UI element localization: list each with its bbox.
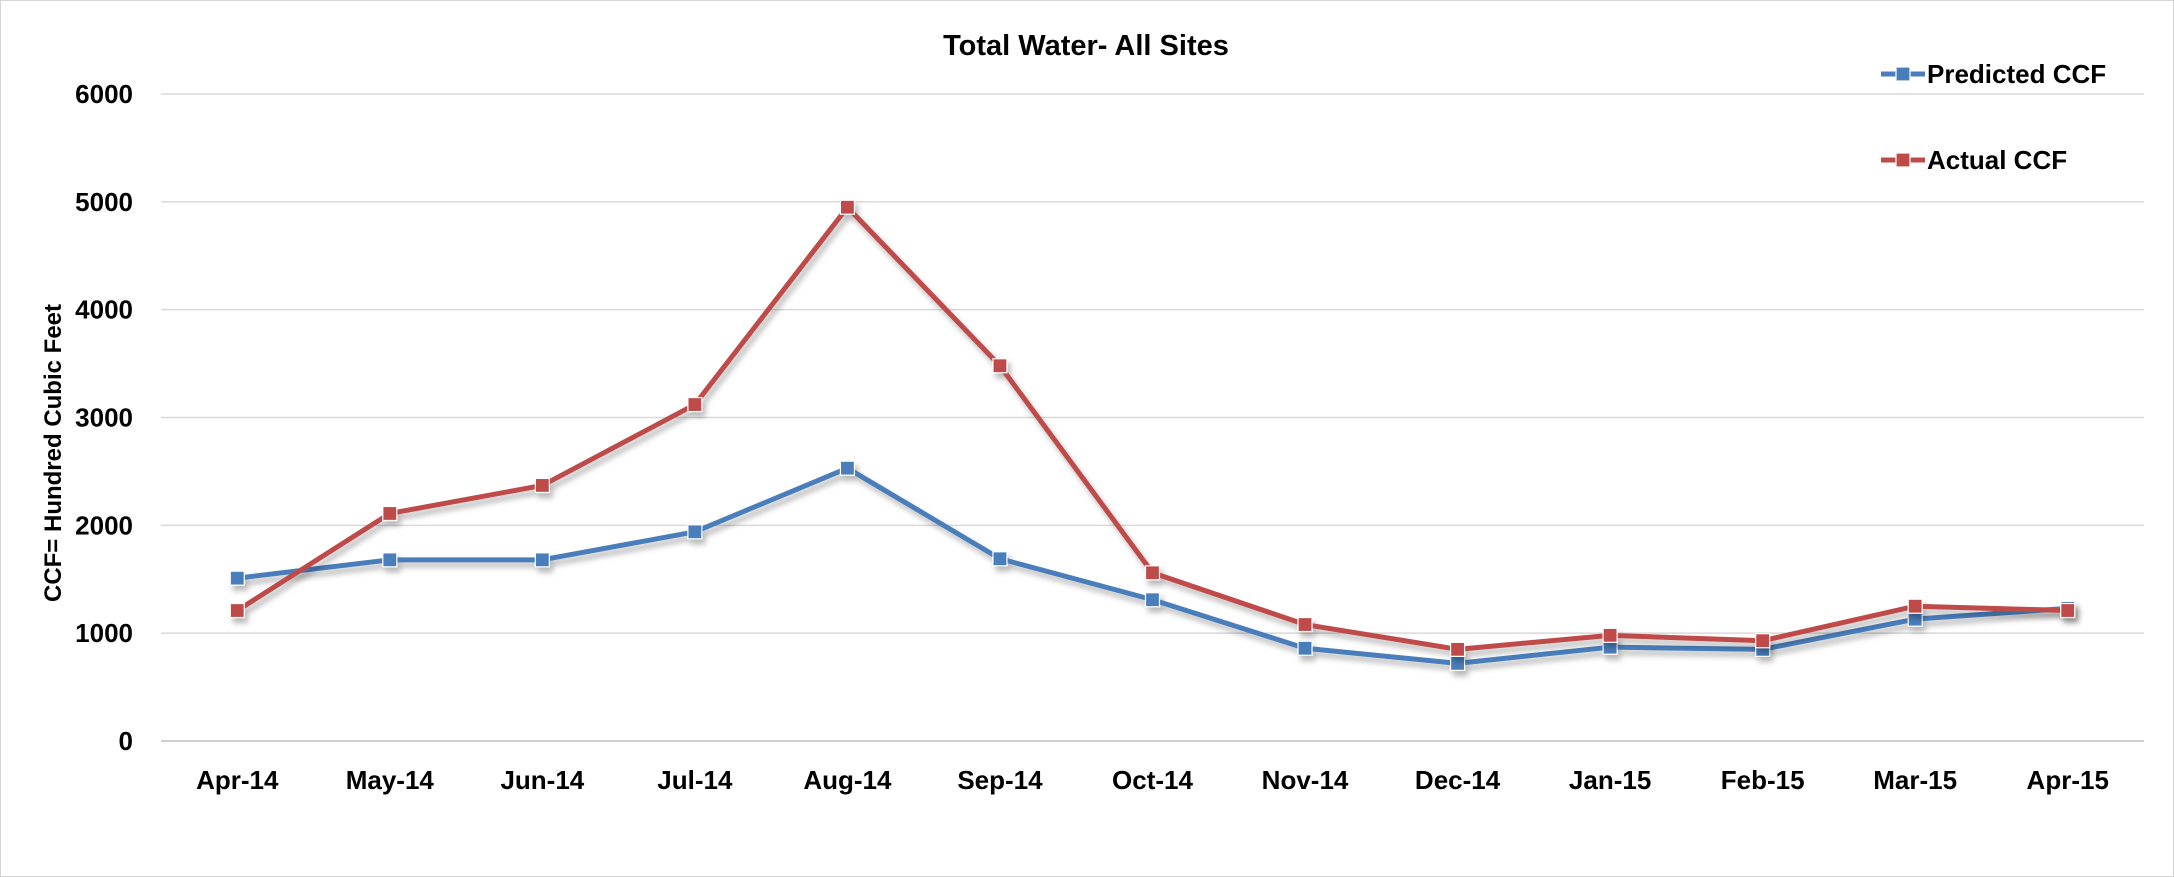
y-tick-label: 6000 [75, 79, 133, 109]
data-point-actual-ccf [229, 602, 245, 619]
y-tick-label: 0 [119, 726, 133, 756]
legend-swatch-marker [1895, 66, 1911, 82]
series-line-actual-ccf [234, 204, 2071, 652]
legend-swatch-marker [1895, 152, 1911, 168]
x-tick-label: Jan-15 [1569, 765, 1651, 795]
series-layer [229, 199, 2076, 671]
legend: Predicted CCF Actual CCF [1881, 59, 2106, 175]
data-point-predicted-ccf [1297, 640, 1313, 656]
data-point-actual-ccf [687, 396, 703, 413]
x-tick-label: Jun-14 [500, 765, 584, 795]
x-tick-label: Oct-14 [1112, 765, 1193, 795]
legend-item-actual-ccf: Actual CCF [1881, 145, 2067, 175]
data-point-predicted-ccf [534, 552, 550, 568]
data-point-actual-ccf [1602, 627, 1618, 643]
data-point-predicted-ccf [839, 460, 856, 476]
data-point-actual-ccf [1755, 633, 1771, 649]
x-tick-label: Apr-15 [2027, 765, 2109, 795]
y-tick-label: 5000 [75, 187, 133, 217]
x-tick-label: Aug-14 [803, 765, 892, 795]
x-tick-label: Mar-15 [1873, 765, 1957, 795]
series-actual-ccf [229, 199, 2076, 657]
data-point-actual-ccf [1449, 641, 1466, 657]
legend-label: Actual CCF [1927, 145, 2067, 175]
y-axis-ticks: 0 1000 2000 3000 4000 5000 6000 [75, 79, 133, 756]
data-point-actual-ccf [839, 199, 856, 215]
data-point-actual-ccf [534, 477, 550, 494]
x-tick-label: May-14 [346, 765, 435, 795]
data-point-actual-ccf [1297, 616, 1313, 633]
x-tick-label: Jul-14 [657, 765, 733, 795]
data-point-predicted-ccf [229, 570, 245, 586]
data-point-predicted-ccf [1907, 611, 1923, 627]
y-tick-label: 4000 [75, 295, 133, 325]
y-tick-label: 3000 [75, 403, 133, 433]
x-tick-label: Feb-15 [1721, 765, 1805, 795]
gridlines [161, 93, 2144, 742]
y-tick-label: 2000 [75, 510, 133, 540]
x-axis-ticks: Apr-14 May-14 Jun-14 Jul-14 Aug-14 Sep-14 Oct-… [196, 765, 2109, 795]
data-point-actual-ccf [382, 505, 398, 522]
data-point-actual-ccf [2060, 602, 2076, 619]
data-point-actual-ccf [1907, 598, 1923, 614]
chart-title: Total Water- All Sites [943, 30, 1229, 62]
data-point-predicted-ccf [992, 551, 1008, 567]
data-point-predicted-ccf [382, 552, 398, 568]
y-tick-label: 1000 [75, 618, 133, 648]
x-tick-label: Dec-14 [1415, 765, 1501, 795]
data-point-predicted-ccf [1144, 592, 1161, 608]
data-point-predicted-ccf [687, 524, 703, 540]
data-point-predicted-ccf [1449, 655, 1466, 671]
x-tick-label: Sep-14 [957, 765, 1043, 795]
x-tick-label: Apr-14 [196, 765, 279, 795]
legend-item-predicted-ccf: Predicted CCF [1881, 59, 2106, 89]
x-tick-label: Nov-14 [1262, 765, 1349, 795]
y-axis-label: CCF= Hundred Cubic Feet [40, 304, 67, 602]
legend-label: Predicted CCF [1927, 59, 2106, 89]
data-point-actual-ccf [992, 358, 1008, 374]
data-point-actual-ccf [1144, 565, 1161, 581]
